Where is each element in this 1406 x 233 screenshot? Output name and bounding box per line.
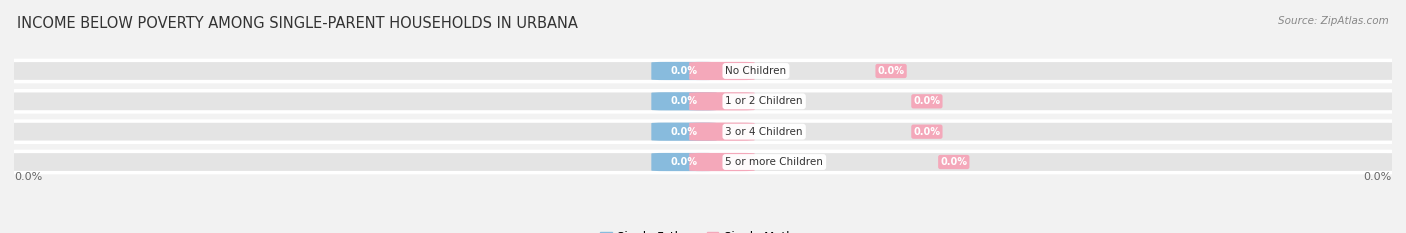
Text: 0.0%: 0.0% xyxy=(941,157,967,167)
FancyBboxPatch shape xyxy=(689,123,755,141)
Text: INCOME BELOW POVERTY AMONG SINGLE-PARENT HOUSEHOLDS IN URBANA: INCOME BELOW POVERTY AMONG SINGLE-PARENT… xyxy=(17,16,578,31)
FancyBboxPatch shape xyxy=(0,151,1406,173)
FancyBboxPatch shape xyxy=(651,92,717,110)
Text: 0.0%: 0.0% xyxy=(914,96,941,106)
FancyBboxPatch shape xyxy=(689,153,755,171)
FancyBboxPatch shape xyxy=(689,92,755,110)
Text: No Children: No Children xyxy=(725,66,786,76)
Text: 5 or more Children: 5 or more Children xyxy=(725,157,824,167)
Text: 0.0%: 0.0% xyxy=(671,127,697,137)
Legend: Single Father, Single Mother: Single Father, Single Mother xyxy=(600,231,806,233)
Text: 0.0%: 0.0% xyxy=(914,127,941,137)
FancyBboxPatch shape xyxy=(651,123,717,141)
FancyBboxPatch shape xyxy=(0,121,1406,142)
Text: 0.0%: 0.0% xyxy=(671,96,697,106)
Text: 0.0%: 0.0% xyxy=(877,66,904,76)
Text: Source: ZipAtlas.com: Source: ZipAtlas.com xyxy=(1278,16,1389,26)
Text: 0.0%: 0.0% xyxy=(14,172,42,182)
Text: 3 or 4 Children: 3 or 4 Children xyxy=(725,127,803,137)
FancyBboxPatch shape xyxy=(689,62,755,80)
Text: 0.0%: 0.0% xyxy=(671,66,697,76)
Text: 1 or 2 Children: 1 or 2 Children xyxy=(725,96,803,106)
FancyBboxPatch shape xyxy=(0,91,1406,112)
FancyBboxPatch shape xyxy=(651,153,717,171)
FancyBboxPatch shape xyxy=(0,60,1406,82)
Text: 0.0%: 0.0% xyxy=(1364,172,1392,182)
FancyBboxPatch shape xyxy=(651,62,717,80)
Text: 0.0%: 0.0% xyxy=(671,157,697,167)
